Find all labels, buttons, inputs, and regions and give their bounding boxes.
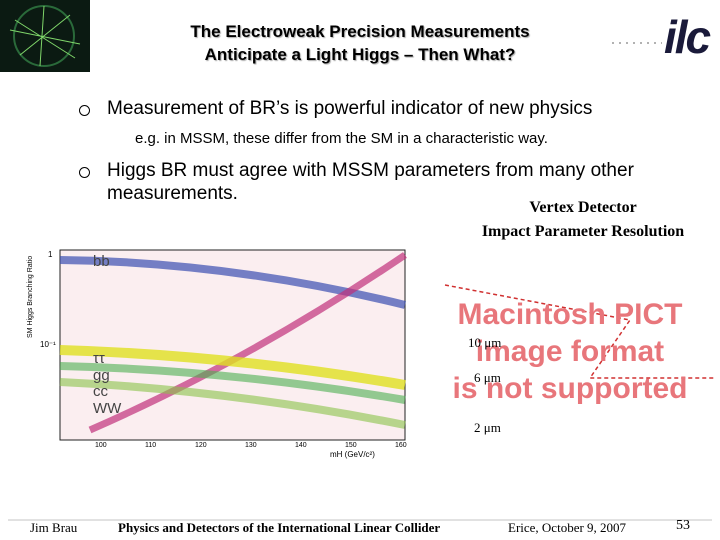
sub-bullet-text: e.g. in MSSM, these differ from the SM i… (135, 130, 548, 147)
resolution-label: 2 μm (474, 420, 501, 435)
pict-text: is not supported (452, 372, 688, 405)
ilc-logo: ilc (664, 11, 711, 63)
curve-label: WW (93, 400, 122, 417)
x-tick-label: 100 (95, 442, 107, 449)
x-tick-label: 160 (395, 442, 407, 449)
resolution-label: 10 μm (468, 335, 502, 350)
curve-label: ττ (93, 350, 105, 367)
bullet-icon (79, 105, 90, 116)
curve-tautau (59, 345, 406, 390)
curve-label: cc (93, 383, 108, 400)
y-tick-label: 10⁻¹ (40, 340, 56, 349)
curve-ww (88, 252, 407, 434)
bullet-icon (79, 167, 90, 178)
x-tick-label: 150 (345, 442, 357, 449)
footer-author: Jim Brau (30, 520, 78, 535)
title-line: Anticipate a Light Higgs – Then What? (204, 45, 516, 64)
event-tracks (9, 5, 81, 67)
x-axis-label: mH (GeV/c²) (330, 450, 375, 459)
pict-text: Macintosh PICT (457, 298, 683, 331)
plot-area (60, 250, 405, 440)
bullet-text: Measurement of BR’s is powerful indicato… (107, 98, 593, 119)
vertex-title: Vertex Detector (529, 199, 637, 216)
curve-label: gg (93, 367, 110, 384)
curve-cc (59, 378, 406, 429)
footer-center: Physics and Detectors of the Internation… (118, 520, 441, 535)
page-number: 53 (676, 518, 690, 533)
x-tick-label: 130 (245, 442, 257, 449)
y-axis-label: SM Higgs Branching Ratio (27, 255, 34, 338)
bullet-text: Higgs BR must agree with MSSM parameters… (107, 160, 634, 181)
bullet-text: measurements. (107, 183, 238, 204)
curve-label: bb (93, 253, 110, 270)
x-tick-label: 110 (145, 442, 157, 449)
title-line: The Electroweak Precision Measurements (190, 22, 530, 41)
curve-gg (59, 362, 406, 404)
plot-frame (59, 249, 406, 441)
pict-text: image format (475, 335, 665, 368)
x-tick-label: 120 (195, 442, 207, 449)
footer-date: Erice, October 9, 2007 (508, 520, 627, 535)
curve-bb (59, 256, 406, 309)
y-tick-label: 1 (48, 250, 53, 259)
resolution-label: 6 μm (474, 370, 501, 385)
x-tick-label: 140 (295, 442, 307, 449)
resolution-lines (444, 284, 715, 379)
vertex-title: Impact Parameter Resolution (481, 223, 685, 240)
